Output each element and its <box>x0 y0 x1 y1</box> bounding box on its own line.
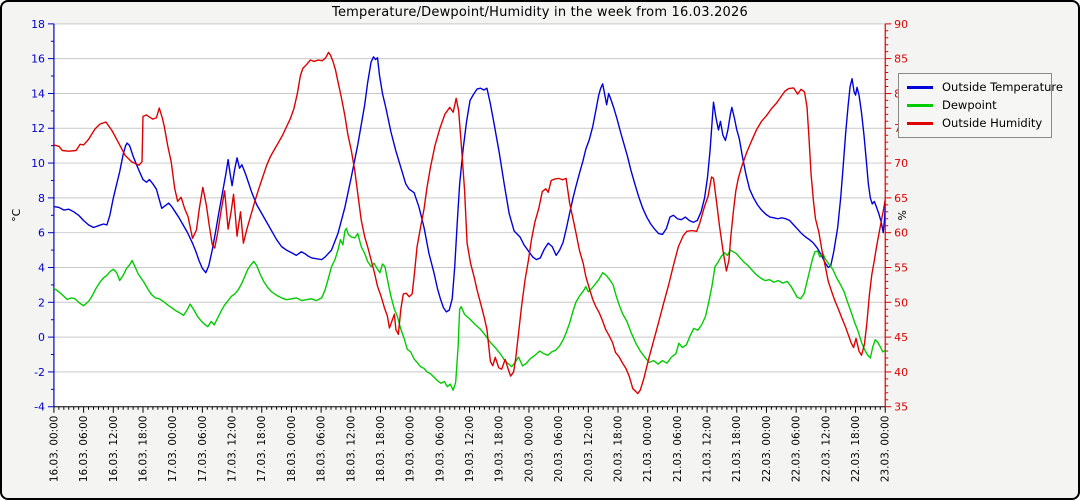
svg-text:19.03. 00:00: 19.03. 00:00 <box>405 416 417 482</box>
svg-text:17.03. 06:00: 17.03. 06:00 <box>197 416 209 482</box>
svg-text:60: 60 <box>894 227 908 240</box>
svg-text:21.03. 00:00: 21.03. 00:00 <box>642 416 654 482</box>
svg-text:22.03. 18:00: 22.03. 18:00 <box>850 416 862 482</box>
svg-text:90: 90 <box>894 18 908 31</box>
svg-text:22.03. 00:00: 22.03. 00:00 <box>761 416 773 482</box>
svg-text:17.03. 18:00: 17.03. 18:00 <box>256 416 268 482</box>
svg-text:20.03. 12:00: 20.03. 12:00 <box>583 416 595 482</box>
humidity-line-swatch <box>907 121 933 125</box>
svg-text:18.03. 12:00: 18.03. 12:00 <box>345 416 357 482</box>
legend-label: Outside Humidity <box>942 116 1043 130</box>
svg-text:19.03. 12:00: 19.03. 12:00 <box>464 416 476 482</box>
svg-text:20.03. 06:00: 20.03. 06:00 <box>553 416 565 482</box>
svg-text:%: % <box>896 210 909 220</box>
svg-text:40: 40 <box>894 366 908 379</box>
svg-text:23.03. 00:00: 23.03. 00:00 <box>880 416 892 482</box>
svg-text:45: 45 <box>894 331 908 344</box>
temperature-line-swatch <box>907 85 933 89</box>
svg-text:17.03. 00:00: 17.03. 00:00 <box>167 416 179 482</box>
svg-text:-4: -4 <box>34 401 45 414</box>
svg-text:6: 6 <box>38 227 45 240</box>
svg-text:12: 12 <box>31 122 45 135</box>
svg-text:85: 85 <box>894 53 908 66</box>
svg-text:21.03. 06:00: 21.03. 06:00 <box>672 416 684 482</box>
svg-text:18.03. 18:00: 18.03. 18:00 <box>375 416 387 482</box>
svg-text:16.03. 18:00: 16.03. 18:00 <box>137 416 149 482</box>
svg-text:8: 8 <box>38 192 45 205</box>
svg-text:50: 50 <box>894 296 908 309</box>
svg-text:21.03. 18:00: 21.03. 18:00 <box>731 416 743 482</box>
svg-text:4: 4 <box>38 261 45 274</box>
svg-text:10: 10 <box>31 157 45 170</box>
svg-text:16.03. 12:00: 16.03. 12:00 <box>108 416 120 482</box>
svg-text:70: 70 <box>894 157 908 170</box>
svg-text:21.03. 12:00: 21.03. 12:00 <box>702 416 714 482</box>
svg-text:2: 2 <box>38 296 45 309</box>
chart-title: Temperature/Dewpoint/Humidity in the wee… <box>332 5 748 20</box>
svg-text:0: 0 <box>38 331 45 344</box>
svg-text:18.03. 00:00: 18.03. 00:00 <box>286 416 298 482</box>
legend-item-outside-humidity: Outside Humidity <box>907 114 1043 132</box>
svg-text:55: 55 <box>894 261 908 274</box>
svg-text:16: 16 <box>31 53 45 66</box>
legend-item-dewpoint: Dewpoint <box>907 96 1043 114</box>
svg-text:18.03. 06:00: 18.03. 06:00 <box>316 416 328 482</box>
svg-text:22.03. 06:00: 22.03. 06:00 <box>791 416 803 482</box>
svg-text:14: 14 <box>31 87 45 100</box>
legend-label: Outside Temperature <box>942 80 1063 94</box>
svg-text:17.03. 12:00: 17.03. 12:00 <box>227 416 239 482</box>
dewpoint-line-swatch <box>907 103 933 107</box>
legend-label: Dewpoint <box>942 98 997 112</box>
svg-text:65: 65 <box>894 192 908 205</box>
svg-text:16.03. 00:00: 16.03. 00:00 <box>48 416 60 482</box>
svg-text:°C: °C <box>10 208 23 221</box>
legend: Outside Temperature Dewpoint Outside Hum… <box>898 73 1063 138</box>
svg-text:35: 35 <box>894 401 908 414</box>
svg-text:20.03. 00:00: 20.03. 00:00 <box>523 416 535 482</box>
svg-text:18: 18 <box>31 18 45 31</box>
svg-text:22.03. 12:00: 22.03. 12:00 <box>820 416 832 482</box>
svg-text:-2: -2 <box>34 366 45 379</box>
svg-text:19.03. 18:00: 19.03. 18:00 <box>494 416 506 482</box>
svg-text:16.03. 06:00: 16.03. 06:00 <box>78 416 90 482</box>
svg-text:19.03. 06:00: 19.03. 06:00 <box>434 416 446 482</box>
legend-item-outside-temperature: Outside Temperature <box>907 78 1063 96</box>
svg-text:20.03. 18:00: 20.03. 18:00 <box>612 416 624 482</box>
